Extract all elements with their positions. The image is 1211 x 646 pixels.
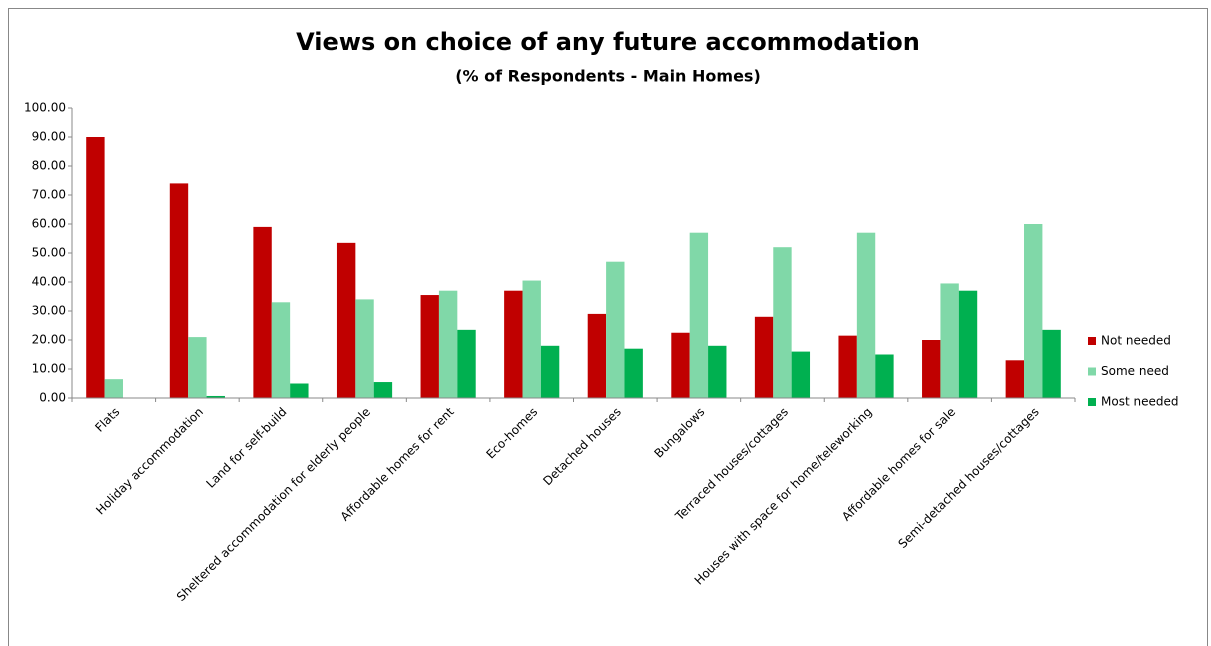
legend-label: Some need — [1101, 364, 1169, 378]
bar — [791, 351, 811, 398]
y-tick-label: 90.00 — [32, 130, 66, 144]
bar — [457, 329, 476, 398]
bar — [708, 345, 727, 398]
legend-swatch — [1088, 367, 1096, 376]
bar — [773, 247, 792, 398]
y-tick-label: 30.00 — [32, 304, 66, 318]
y-tick-label: 100.00 — [24, 101, 66, 115]
bar — [940, 283, 959, 398]
bar — [1042, 329, 1061, 398]
legend-label: Most needed — [1101, 395, 1178, 409]
bar — [169, 183, 189, 398]
bar — [1024, 224, 1043, 398]
bar — [671, 332, 690, 398]
legend-swatch — [1088, 337, 1096, 345]
chart-title: Views on choice of any future accommodat… — [296, 28, 920, 56]
bar — [86, 137, 105, 398]
legend-label: Not needed — [1101, 334, 1171, 348]
bar — [922, 340, 941, 398]
bar — [253, 226, 272, 398]
bar — [420, 295, 439, 398]
bar — [875, 354, 894, 398]
bar — [206, 395, 225, 398]
y-tick-label: 60.00 — [32, 217, 66, 231]
legend-swatch — [1088, 398, 1096, 406]
bar — [587, 313, 607, 398]
y-tick-label: 50.00 — [32, 246, 66, 260]
bar — [624, 348, 643, 398]
bar — [522, 280, 541, 398]
bar — [754, 316, 774, 398]
y-tick-label: 0.00 — [39, 391, 66, 405]
bar — [540, 345, 560, 398]
bar — [438, 290, 458, 398]
y-tick-label: 70.00 — [32, 188, 66, 202]
bar — [336, 242, 356, 398]
y-tick-label: 10.00 — [32, 362, 66, 376]
chart-subtitle: (% of Respondents - Main Homes) — [455, 67, 761, 86]
bar — [1005, 360, 1025, 398]
bar — [838, 335, 857, 398]
bar — [689, 232, 709, 398]
bar — [104, 379, 123, 398]
y-tick-label: 40.00 — [32, 275, 66, 289]
bar — [958, 290, 978, 398]
bar — [504, 290, 523, 398]
bar — [606, 261, 625, 398]
bar — [188, 337, 207, 398]
bar — [856, 232, 876, 398]
bar — [373, 382, 393, 398]
bar — [355, 299, 374, 398]
y-tick-label: 20.00 — [32, 333, 66, 347]
bar — [271, 302, 291, 398]
bar — [290, 383, 309, 398]
y-tick-label: 80.00 — [32, 159, 66, 173]
